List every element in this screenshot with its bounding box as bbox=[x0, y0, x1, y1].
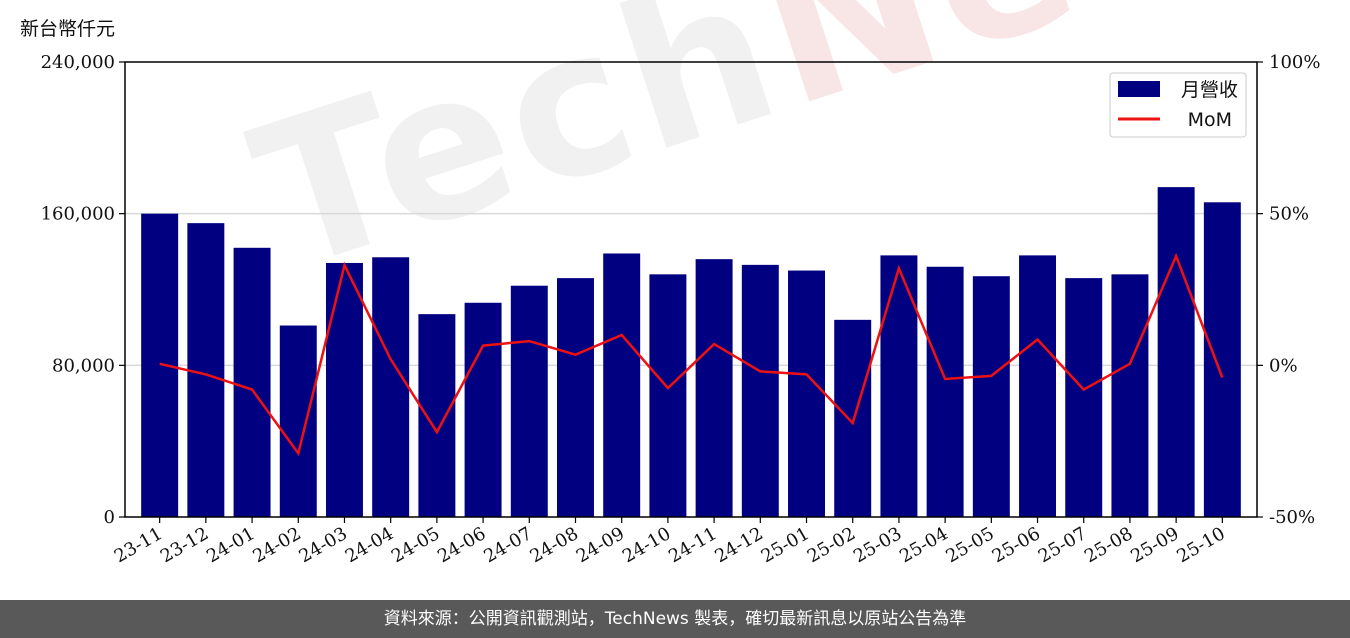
y-left-tick-label: 0 bbox=[104, 507, 115, 528]
y-right-tick-label: 100% bbox=[1269, 52, 1320, 73]
bar bbox=[603, 253, 641, 517]
bar bbox=[1065, 278, 1103, 517]
bar bbox=[972, 276, 1010, 517]
bar bbox=[141, 213, 179, 517]
x-tick-label: 24-06 bbox=[434, 523, 489, 567]
x-tick-label: 24-09 bbox=[573, 523, 628, 567]
revenue-chart: 080,000160,000240,000-50%0%50%100%23-112… bbox=[41, 52, 1321, 567]
bar bbox=[741, 264, 779, 517]
bar bbox=[926, 266, 964, 517]
x-tick-label: 25-02 bbox=[804, 523, 859, 567]
mom-line bbox=[159, 252, 1224, 457]
x-tick-label: 24-03 bbox=[296, 523, 351, 567]
bar bbox=[834, 319, 872, 517]
bar bbox=[510, 285, 548, 517]
bar bbox=[788, 270, 825, 517]
bar bbox=[695, 259, 733, 517]
legend-swatch-bar bbox=[1118, 81, 1160, 97]
bar bbox=[1111, 274, 1149, 517]
x-tick-label: 25-07 bbox=[1035, 523, 1090, 567]
bar bbox=[1019, 255, 1057, 517]
x-tick-label: 24-02 bbox=[249, 523, 304, 567]
y-right-tick-label: -50% bbox=[1269, 507, 1315, 528]
x-tick-label: 24-12 bbox=[711, 523, 766, 567]
bar bbox=[372, 257, 410, 517]
x-tick-label: 23-11 bbox=[111, 523, 166, 567]
bar bbox=[1157, 187, 1195, 517]
x-tick-label: 24-05 bbox=[388, 523, 443, 567]
y-right-tick-label: 0% bbox=[1269, 355, 1298, 376]
y-left-tick-label: 80,000 bbox=[52, 355, 115, 376]
x-tick-label: 24-11 bbox=[665, 523, 720, 567]
bar bbox=[1203, 202, 1241, 517]
x-tick-label: 24-08 bbox=[527, 523, 582, 567]
y-left-tick-label: 240,000 bbox=[41, 52, 115, 73]
x-tick-label: 25-04 bbox=[896, 523, 951, 567]
bar bbox=[557, 278, 594, 517]
legend-label-mom: MoM bbox=[1188, 109, 1232, 131]
x-tick-label: 25-09 bbox=[1127, 523, 1182, 567]
x-tick-label: 25-06 bbox=[989, 523, 1044, 567]
x-tick-label: 24-07 bbox=[480, 523, 535, 567]
y-left-tick-label: 160,000 bbox=[41, 204, 115, 225]
x-tick-label: 25-10 bbox=[1173, 523, 1228, 567]
bar bbox=[649, 274, 687, 517]
footer-source: 資料來源：公開資訊觀測站，TechNews 製表，確切最新訊息以原站公告為準 bbox=[0, 600, 1350, 638]
bar bbox=[279, 325, 317, 517]
x-tick-label: 24-10 bbox=[619, 523, 674, 567]
plot-frame bbox=[124, 61, 1258, 518]
x-tick-label: 24-01 bbox=[203, 523, 258, 567]
bar bbox=[464, 302, 502, 517]
x-tick-label: 25-08 bbox=[1081, 523, 1136, 567]
y-right-tick-label: 50% bbox=[1269, 204, 1309, 225]
unit-label: 新台幣仟元 bbox=[20, 18, 116, 40]
x-tick-label: 25-05 bbox=[942, 523, 997, 567]
x-tick-label: 25-03 bbox=[850, 523, 905, 567]
bar bbox=[418, 314, 456, 517]
bar bbox=[880, 255, 918, 517]
bar bbox=[187, 223, 225, 518]
legend-label-revenue: 月營收 bbox=[1181, 79, 1238, 101]
bar bbox=[233, 247, 271, 517]
bar bbox=[325, 262, 363, 517]
x-tick-label: 25-01 bbox=[758, 523, 813, 567]
x-tick-label: 23-12 bbox=[157, 523, 212, 567]
x-tick-label: 24-04 bbox=[342, 523, 397, 567]
